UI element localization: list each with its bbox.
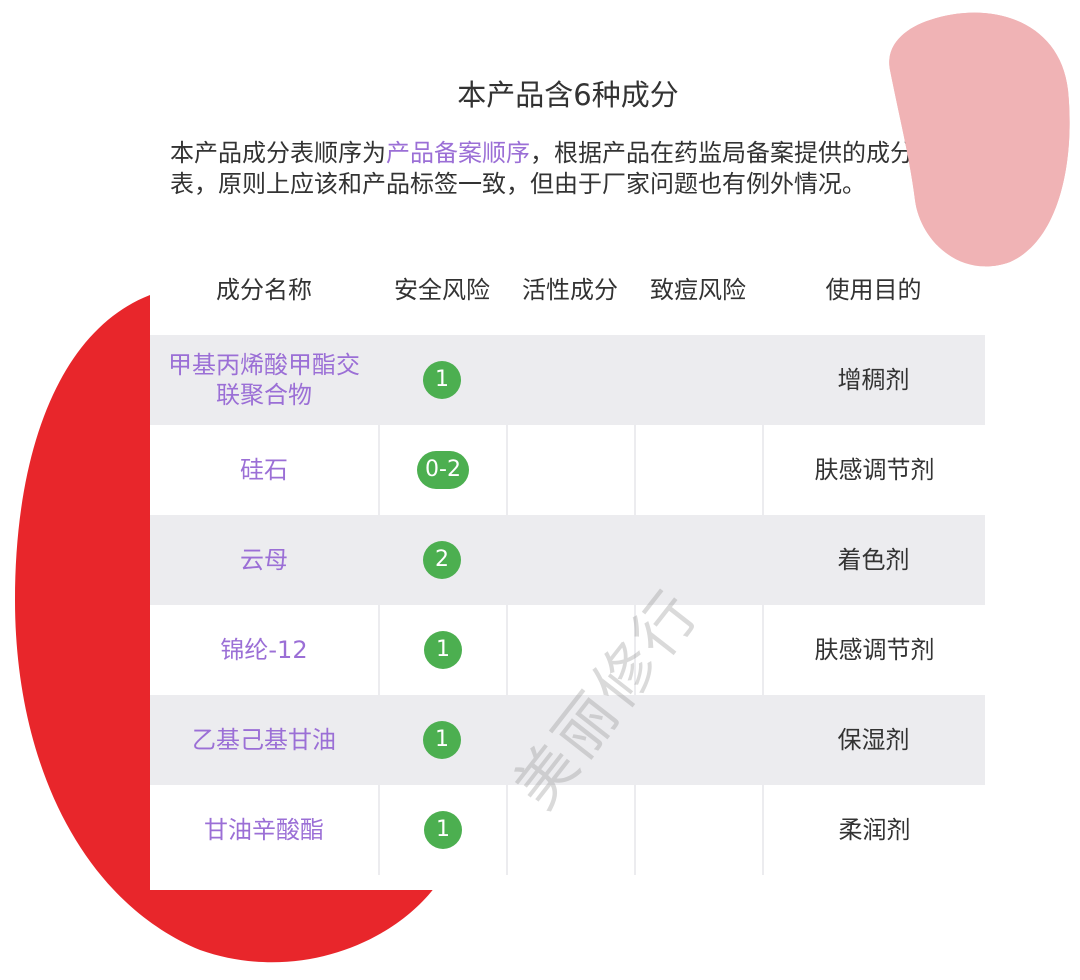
acne-cell xyxy=(634,425,762,515)
active-cell xyxy=(506,605,634,695)
safety-cell: 1 xyxy=(378,335,506,425)
table-header: 成分名称 安全风险 活性成分 致痘风险 使用目的 xyxy=(150,245,985,335)
safety-badge: 1 xyxy=(424,631,462,669)
ingredient-name-cell[interactable]: 云母 xyxy=(150,515,378,605)
page-title: 本产品含6种成分 xyxy=(457,78,679,112)
ingredient-name-cell[interactable]: 硅石 xyxy=(150,425,378,515)
table-row[interactable]: 甲基丙烯酸甲酯交联聚合物 1 增稠剂 xyxy=(150,335,985,425)
ingredient-name[interactable]: 甲基丙烯酸甲酯交联聚合物 xyxy=(168,351,360,409)
acne-cell xyxy=(634,605,762,695)
intro-text: 本产品成分表顺序为产品备案顺序，根据产品在药监局备案提供的成分表，原则上应该和产… xyxy=(170,138,930,200)
safety-badge: 2 xyxy=(423,541,461,579)
safety-badge: 1 xyxy=(423,721,461,759)
purpose-cell: 保湿剂 xyxy=(837,726,910,754)
ingredient-name-cell[interactable]: 甘油辛酸酯 xyxy=(150,785,378,875)
table-row[interactable]: 锦纶-12 1 肤感调节剂 xyxy=(150,605,985,695)
header-name: 成分名称 xyxy=(216,276,312,304)
purpose-cell: 柔润剂 xyxy=(762,785,985,875)
acne-cell xyxy=(634,335,762,425)
safety-cell: 1 xyxy=(378,785,506,875)
ingredient-name[interactable]: 甘油辛酸酯 xyxy=(204,816,324,844)
ingredient-name[interactable]: 硅石 xyxy=(240,456,288,484)
purpose-cell: 肤感调节剂 xyxy=(762,605,985,695)
safety-badge: 1 xyxy=(423,361,461,399)
ingredient-name[interactable]: 锦纶-12 xyxy=(220,636,308,664)
safety-cell: 1 xyxy=(378,695,506,785)
purpose-cell: 肤感调节剂 xyxy=(762,425,985,515)
intro-after: ，根据产品在药监局备案提供的成分表，原则上应该和产品标签一致，但由于厂家问题也有… xyxy=(170,139,914,198)
active-cell xyxy=(506,785,634,875)
safety-cell: 0-2 xyxy=(378,425,506,515)
acne-cell xyxy=(634,695,762,785)
active-cell xyxy=(506,425,634,515)
ingredient-table: 成分名称 安全风险 活性成分 致痘风险 使用目的 甲基丙烯酸甲酯交联聚合物 1 增稠… xyxy=(150,245,985,890)
order-link[interactable]: 产品备案顺序 xyxy=(386,139,530,167)
ingredient-name-cell[interactable]: 甲基丙烯酸甲酯交联聚合物 xyxy=(150,335,378,425)
intro-before: 本产品成分表顺序为 xyxy=(170,139,386,167)
header-safety: 安全风险 xyxy=(394,276,490,304)
active-cell xyxy=(506,515,634,605)
ingredient-name-cell[interactable]: 乙基己基甘油 xyxy=(150,695,378,785)
ingredient-name[interactable]: 乙基己基甘油 xyxy=(192,726,336,754)
ingredient-name-cell[interactable]: 锦纶-12 xyxy=(150,605,378,695)
safety-badge: 0-2 xyxy=(417,451,469,489)
table-row[interactable]: 甘油辛酸酯 1 柔润剂 xyxy=(150,785,985,875)
header-purpose: 使用目的 xyxy=(825,276,922,304)
safety-cell: 2 xyxy=(378,515,506,605)
active-cell xyxy=(506,335,634,425)
header-acne: 致痘风险 xyxy=(650,276,746,304)
acne-cell xyxy=(634,785,762,875)
safety-badge: 1 xyxy=(424,811,462,849)
table-row[interactable]: 云母 2 着色剂 xyxy=(150,515,985,605)
safety-cell: 1 xyxy=(378,605,506,695)
table-row[interactable]: 硅石 0-2 肤感调节剂 xyxy=(150,425,985,515)
purpose-cell: 增稠剂 xyxy=(837,366,910,394)
ingredient-name[interactable]: 云母 xyxy=(240,546,288,574)
header-active: 活性成分 xyxy=(522,276,618,304)
table-row[interactable]: 乙基己基甘油 1 保湿剂 xyxy=(150,695,985,785)
purpose-cell: 着色剂 xyxy=(837,546,910,574)
